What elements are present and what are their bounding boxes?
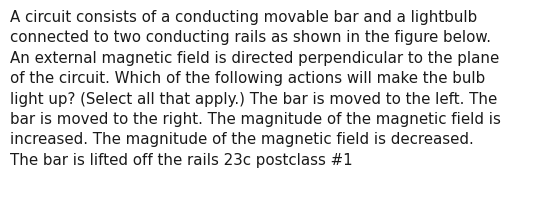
Text: A circuit consists of a conducting movable bar and a lightbulb
connected to two : A circuit consists of a conducting movab… bbox=[10, 10, 501, 168]
